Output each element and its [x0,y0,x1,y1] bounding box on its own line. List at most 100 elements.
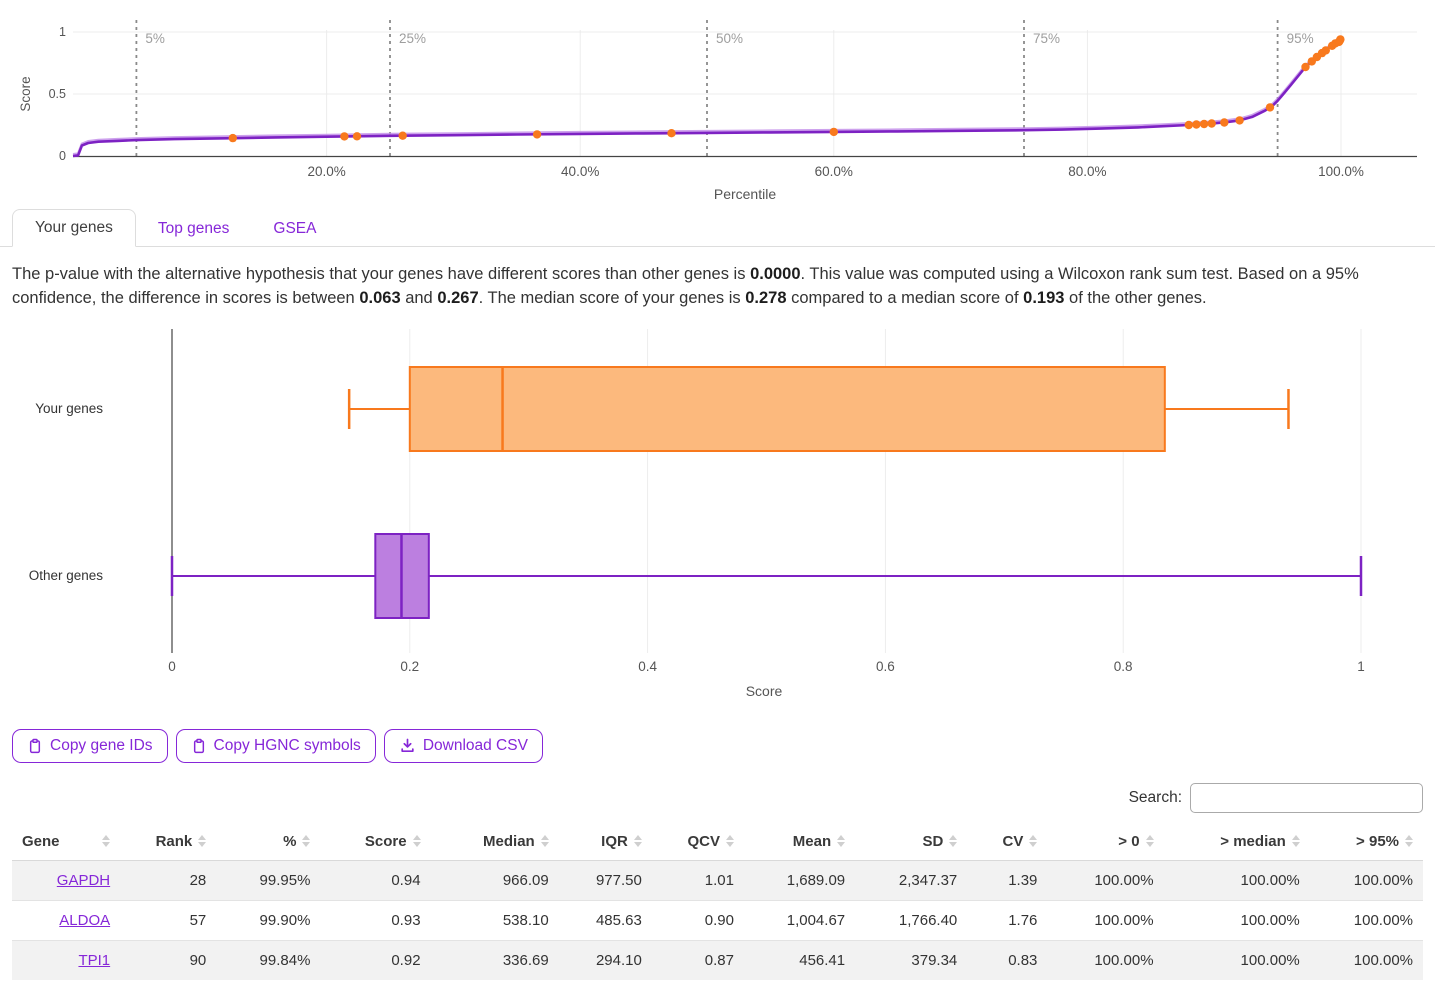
svg-text:40.0%: 40.0% [561,164,599,179]
column-header-score[interactable]: Score [320,822,431,861]
value-cell: 1.01 [704,871,734,889]
value-cell: 28 [189,871,207,889]
column-header-sd[interactable]: SD [855,822,968,861]
column-header-iqr[interactable]: IQR [558,822,652,861]
column-header-rank[interactable]: Rank [120,822,217,861]
column-header-gene[interactable]: Gene [12,822,121,861]
sort-icon[interactable] [540,835,549,848]
sort-icon[interactable] [633,835,642,848]
percentile-chart: 5% 25% 50% 75% 95% 0 0.5 1 Score 20.0% 40.0% 60.0% 8… [0,0,1435,207]
value-cell: 294.10 [595,951,642,969]
svg-text:1: 1 [1357,659,1365,674]
value-cell: 100.00% [1240,911,1300,929]
svg-text:0.4: 0.4 [638,659,657,674]
value-cell: 456.41 [799,951,846,969]
sort-icon[interactable] [102,835,111,848]
column-header-[interactable]: % [216,822,321,861]
search-input[interactable] [1190,782,1423,813]
svg-text:0.2: 0.2 [400,659,419,674]
sort-icon[interactable] [1291,835,1300,848]
action-buttons: Copy gene IDs Copy HGNC symbols Download… [12,728,1435,763]
value-cell: 2,347.37 [898,871,958,889]
tab-your-genes[interactable]: Your genes [12,209,136,247]
column-header-95[interactable]: > 95% [1309,822,1423,861]
ci-low: 0.063 [359,288,401,307]
value-cell: 379.34 [911,951,958,969]
download-icon [401,738,414,753]
svg-text:80.0%: 80.0% [1068,164,1106,179]
svg-text:100.0%: 100.0% [1318,164,1364,179]
results-table: Gene Rank% Score Median IQR QCV Mean SD CV > 0 > m… [12,822,1423,980]
sort-icon[interactable] [1029,835,1038,848]
ci-high: 0.267 [437,288,479,307]
value-cell: 0.94 [391,871,421,889]
column-header-median[interactable]: Median [430,822,559,861]
column-header-cv[interactable]: CV [967,822,1048,861]
value-cell: 538.10 [502,911,549,929]
column-header-mean[interactable]: Mean [743,822,856,861]
gene-cell: TPI1 [12,940,120,980]
value-cell: 0.92 [391,951,421,969]
value-cell: 100.00% [1240,951,1300,969]
value-cell: 0.90 [704,911,734,929]
value-cell: 100.00% [1094,871,1154,889]
gene-link[interactable]: GAPDH [56,871,111,889]
boxplot-chart: Your genes Other genes 0 0.2 0.4 0.6 0.8 1 Score [0,319,1435,711]
download-csv-button[interactable]: Download CSV [383,728,543,763]
sort-icon[interactable] [412,835,421,848]
value-cell: 100.00% [1353,871,1413,889]
gene-link[interactable]: ALDOA [59,911,111,929]
value-cell: 0.87 [704,951,734,969]
value-cell: 966.09 [502,871,549,889]
summary-text: The p-value with the alternative hypothe… [12,265,751,283]
column-header-0[interactable]: > 0 [1047,822,1164,861]
tab-gsea[interactable]: GSEA [273,220,317,237]
value-cell: 977.50 [595,871,642,889]
column-header-median[interactable]: > median [1163,822,1310,861]
sort-icon[interactable] [302,835,311,848]
sort-icon[interactable] [725,835,734,848]
svg-text:0: 0 [168,659,176,674]
column-header-qcv[interactable]: QCV [651,822,744,861]
svg-text:50%: 50% [716,31,743,46]
p-value: 0.0000 [750,265,801,283]
value-cell: 1,004.67 [786,911,846,929]
value-cell: 99.95% [259,871,311,889]
svg-text:0: 0 [59,149,66,163]
tab-top-genes[interactable]: Top genes [157,220,230,237]
svg-text:1: 1 [59,25,66,39]
value-cell: 100.00% [1353,951,1413,969]
value-cell: 485.63 [595,911,642,929]
value-cell: 0.83 [1008,951,1038,969]
svg-text:75%: 75% [1033,31,1060,46]
value-cell: 1.76 [1008,911,1038,929]
svg-text:Other genes: Other genes [29,568,104,583]
svg-text:0.6: 0.6 [876,659,895,674]
svg-text:0.8: 0.8 [1114,659,1133,674]
value-cell: 100.00% [1094,951,1154,969]
median-your-genes: 0.278 [745,288,787,307]
value-cell: 336.69 [502,951,549,969]
svg-text:60.0%: 60.0% [815,164,853,179]
copy-gene-ids-button[interactable]: Copy gene IDs [12,728,168,763]
value-cell: 100.00% [1094,911,1154,929]
percentile-chart-svg: 5% 25% 50% 75% 95% 0 0.5 1 Score 20.0% 40.0% 60.0% 8… [18,20,1417,202]
table-row: GAPDH 28 99.95% 0.94 966.09 977.50 1.01 1,689.0… [12,860,1423,901]
clipboard-icon [29,738,41,753]
svg-text:5%: 5% [145,31,165,46]
table-row: ALDOA 57 99.90% 0.93 538.10 485.63 0.90 1,004.6… [12,900,1423,940]
sort-icon[interactable] [837,835,846,848]
sort-icon[interactable] [949,835,958,848]
value-cell: 1,689.09 [786,871,846,889]
value-cell: 99.90% [259,911,311,929]
search-label: Search: [1128,788,1182,806]
gene-link[interactable]: TPI1 [78,951,111,969]
sort-icon[interactable] [1405,835,1413,848]
value-cell: 99.84% [259,951,311,969]
copy-hgnc-symbols-button[interactable]: Copy HGNC symbols [175,728,376,763]
sort-icon[interactable] [1145,835,1154,848]
value-cell: 1,766.40 [898,911,958,929]
sort-icon[interactable] [198,835,207,848]
tab-bar: Your genes Top genes GSEA [0,209,1435,247]
svg-text:Percentile: Percentile [714,186,776,202]
